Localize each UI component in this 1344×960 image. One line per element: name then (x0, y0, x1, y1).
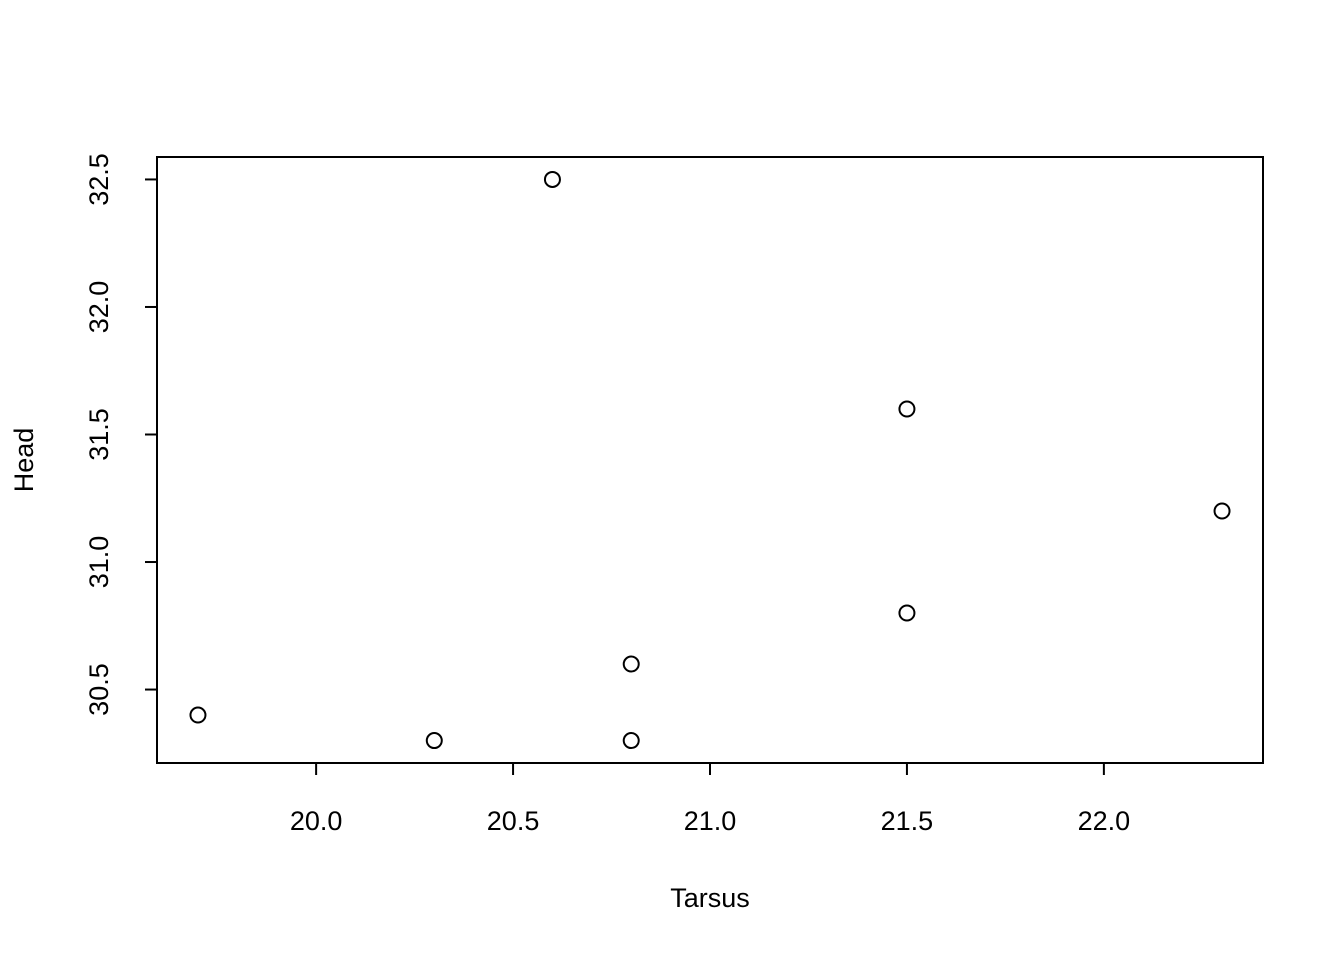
x-axis-label: Tarsus (670, 883, 750, 913)
y-tick-label: 32.0 (84, 281, 114, 334)
y-tick-label: 31.5 (84, 408, 114, 461)
point (1213, 502, 1231, 520)
point (425, 732, 443, 750)
point (898, 400, 916, 418)
x-tick-label: 22.0 (1078, 806, 1131, 836)
point (622, 732, 640, 750)
x-tick-label: 21.0 (684, 806, 737, 836)
x-tick-label: 21.5 (881, 806, 934, 836)
y-tick-label: 30.5 (84, 663, 114, 716)
point (622, 655, 640, 673)
y-tick-label: 32.5 (84, 153, 114, 206)
x-tick-label: 20.0 (290, 806, 343, 836)
point (543, 170, 561, 188)
plot-frame (156, 156, 1264, 764)
point (898, 604, 916, 622)
point (189, 706, 207, 724)
x-tick-label: 20.5 (487, 806, 540, 836)
y-tick-label: 31.0 (84, 536, 114, 589)
y-axis-label: Head (9, 428, 39, 493)
